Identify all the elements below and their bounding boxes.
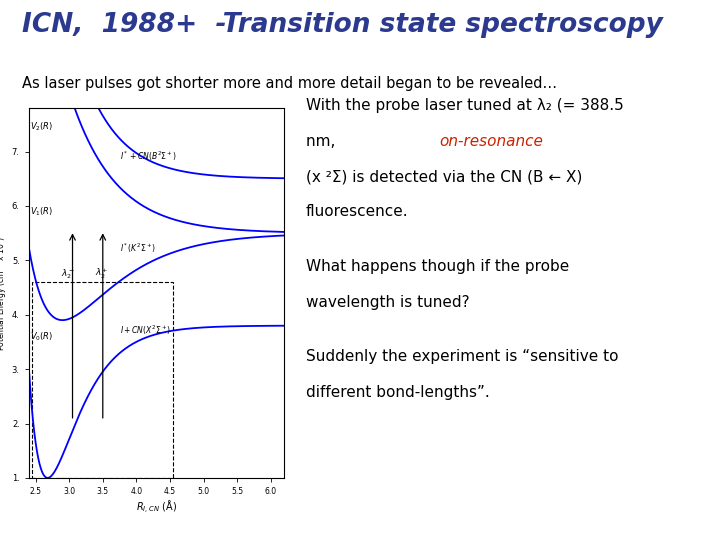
Bar: [32, 282, 174, 478]
Text: $\lambda_2^-$: $\lambda_2^-$: [61, 268, 76, 281]
Text: fluorescence.: fluorescence.: [306, 205, 409, 219]
Text: $I + CN(X^2\Sigma^+)$: $I + CN(X^2\Sigma^+)$: [120, 323, 171, 337]
Text: $I^* + CN(B^2\Sigma^+)$: $I^* + CN(B^2\Sigma^+)$: [120, 149, 176, 163]
Text: $V_2(R)$: $V_2(R)$: [30, 121, 53, 133]
Text: ICN,  1988+  -Transition state spectroscopy: ICN, 1988+ -Transition state spectroscop…: [22, 12, 662, 38]
Y-axis label: Potential Energy (cm$^{-1}$ x 10$^4$): Potential Energy (cm$^{-1}$ x 10$^4$): [0, 235, 9, 350]
X-axis label: $R_{I,CN}$ (Å): $R_{I,CN}$ (Å): [136, 499, 177, 516]
Text: $V_1(R)$: $V_1(R)$: [30, 205, 53, 218]
Text: With the probe laser tuned at λ₂ (= 388.5: With the probe laser tuned at λ₂ (= 388.…: [306, 98, 624, 113]
Text: wavelength is tuned?: wavelength is tuned?: [306, 295, 469, 309]
Text: $V_0(R)$: $V_0(R)$: [30, 330, 53, 343]
Text: $I^*(K^2\Sigma^+)$: $I^*(K^2\Sigma^+)$: [120, 242, 156, 255]
Text: nm,: nm,: [306, 134, 341, 148]
Text: (x ²Σ) is detected via the CN (B ← X): (x ²Σ) is detected via the CN (B ← X): [306, 169, 582, 184]
Text: Suddenly the experiment is “sensitive to: Suddenly the experiment is “sensitive to: [306, 349, 618, 364]
Text: on-resonance: on-resonance: [440, 134, 544, 148]
Text: WARWICK: WARWICK: [22, 504, 148, 527]
Text: As laser pulses got shorter more and more detail began to be revealed…: As laser pulses got shorter more and mor…: [22, 76, 557, 91]
Text: $\lambda_2^{+}$: $\lambda_2^{+}$: [95, 267, 108, 281]
Text: different bond-lengths”.: different bond-lengths”.: [306, 385, 490, 400]
Text: What happens though if the probe: What happens though if the probe: [306, 259, 570, 274]
